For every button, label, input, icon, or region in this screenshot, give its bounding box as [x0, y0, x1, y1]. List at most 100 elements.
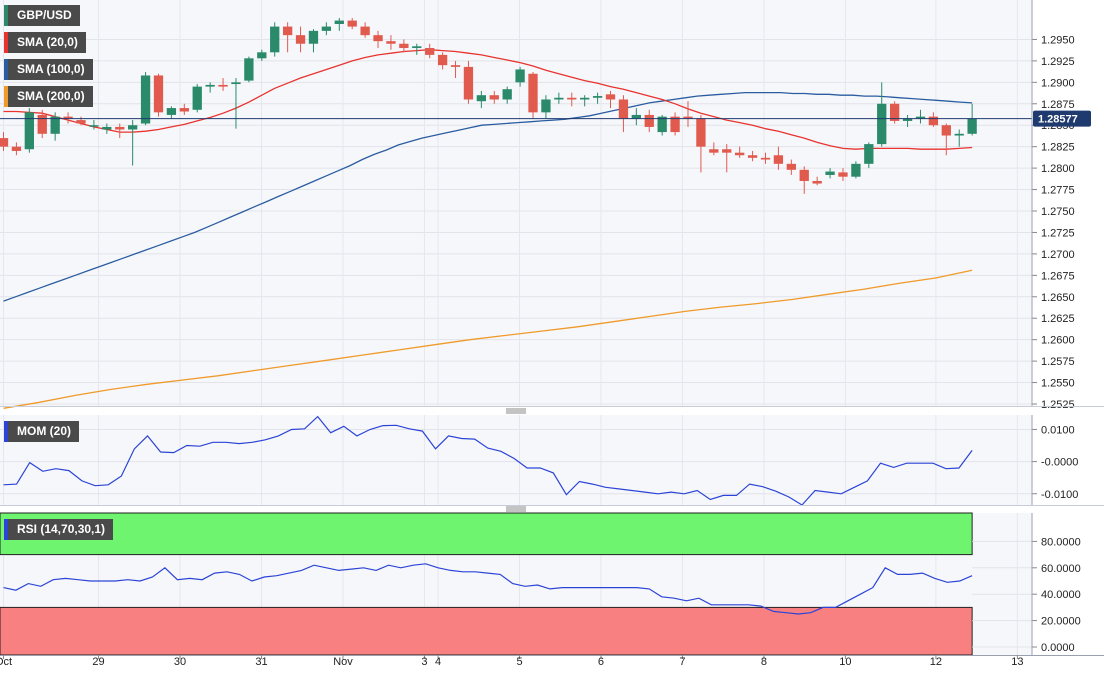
- candle-body: [115, 126, 125, 130]
- candle-body: [502, 89, 512, 100]
- candle-body: [128, 125, 138, 130]
- x-tick-label: 13: [1011, 656, 1023, 668]
- candle-body: [231, 82, 241, 85]
- candle-body: [24, 112, 34, 150]
- rsi-y-tick-label: 20.0000: [1041, 616, 1081, 628]
- candle-body: [889, 103, 900, 121]
- price-y-tick-label: 1.2875: [1041, 99, 1075, 111]
- candle-body: [735, 152, 745, 156]
- candle-body: [321, 26, 332, 31]
- price-y-tick-label: 1.2575: [1041, 356, 1075, 368]
- candle-body: [670, 116, 680, 133]
- x-tick-label: 5: [516, 656, 522, 668]
- candle-body: [696, 118, 706, 147]
- mom-y-tick-label: -0.0000: [1041, 457, 1078, 469]
- candle-body: [425, 48, 435, 55]
- candle-body: [50, 116, 60, 134]
- candle-body: [11, 146, 22, 151]
- sma200-line: [3, 269, 973, 409]
- candle-body: [386, 41, 396, 44]
- price-y-tick-label: 1.2750: [1041, 206, 1075, 218]
- price-panel-bg: [0, 0, 1032, 406]
- price-y-tick-label: 1.2625: [1041, 313, 1075, 325]
- candle-body: [683, 116, 693, 119]
- candle-body: [205, 84, 215, 87]
- price-y-tick-label: 1.2900: [1041, 77, 1075, 89]
- rsi-y-tick-label: 60.0000: [1041, 563, 1081, 575]
- candle-body: [747, 155, 758, 158]
- legend-sma100: SMA (100,0): [4, 59, 93, 80]
- candle-body: [166, 108, 177, 115]
- candle-body: [192, 86, 202, 110]
- legend-swatch-sma200: [4, 86, 8, 107]
- legend-swatch-gbpusd: [4, 5, 8, 26]
- legend-sma100-label: SMA (100,0): [17, 62, 85, 76]
- legend-sma200-label: SMA (200,0): [17, 89, 85, 103]
- candle-body: [967, 118, 977, 134]
- price-y-tick-label: 1.2650: [1041, 292, 1075, 304]
- rsi-overbought-zone: [0, 512, 973, 556]
- candle-body: [140, 75, 151, 124]
- candle-body: [592, 96, 603, 98]
- candle-body: [437, 54, 448, 66]
- legend-sma200: SMA (200,0): [4, 86, 93, 107]
- candle-body: [851, 163, 861, 177]
- mom-y-tick-label: -0.0100: [1041, 489, 1078, 501]
- candle-body: [941, 125, 951, 136]
- candle-body: [541, 99, 551, 113]
- candle-body: [954, 133, 964, 136]
- candle-body: [773, 155, 784, 164]
- legend-swatch-sma100: [4, 59, 8, 80]
- candle-body: [76, 120, 86, 124]
- candle-body: [476, 95, 487, 102]
- sma100-line: [3, 91, 973, 302]
- x-tick-label: 30: [174, 656, 186, 668]
- price-y-tick-label: 1.2950: [1041, 34, 1075, 46]
- price-y-tick-label: 1.2725: [1041, 227, 1075, 239]
- x-tick-label: 29: [92, 656, 104, 668]
- price-y-tick-label: 1.2600: [1041, 335, 1075, 347]
- x-tick-label: 10: [839, 656, 851, 668]
- candle-body: [515, 69, 525, 83]
- candle-body: [244, 58, 254, 81]
- price-y-tick-label: 1.2700: [1041, 249, 1075, 261]
- candle-body: [825, 171, 835, 175]
- candle-body: [915, 116, 926, 119]
- candle-body: [463, 66, 474, 100]
- candle-body: [282, 26, 293, 36]
- rsi-y-tick-label: 80.0000: [1041, 536, 1081, 548]
- x-tick-label: 8: [761, 656, 767, 668]
- candle-body: [489, 95, 499, 100]
- price-y-tick-label: 1.2525: [1041, 399, 1075, 411]
- candle-body: [399, 43, 409, 49]
- x-tick-label: 6: [598, 656, 604, 668]
- sma20-line: [3, 49, 973, 150]
- mom-line: [3, 415, 973, 506]
- candle-body: [799, 169, 809, 181]
- legend-mom-label: MOM (20): [17, 424, 71, 438]
- candle-body: [0, 138, 9, 147]
- candle-body: [360, 26, 370, 36]
- candle-body: [308, 30, 319, 44]
- rsi-y-tick-label: 40.0000: [1041, 589, 1081, 601]
- mom-y-tick-label: 0.0100: [1041, 424, 1075, 436]
- candle-body: [63, 116, 73, 119]
- candle-body: [334, 20, 344, 25]
- legend-mom: MOM (20): [4, 421, 79, 442]
- x-tick-label: 7: [679, 656, 685, 668]
- candle-body: [567, 97, 577, 100]
- legend-sma20: SMA (20,0): [4, 32, 86, 53]
- candle-body: [373, 35, 383, 42]
- candle-body: [412, 46, 422, 49]
- candle-body: [218, 84, 228, 87]
- rsi-line: [3, 563, 973, 615]
- candle-body: [580, 97, 590, 100]
- x-tick-label: 31: [255, 656, 267, 668]
- x-tick-label: Nov: [333, 656, 353, 668]
- candle-body: [838, 172, 848, 177]
- candle-body: [295, 35, 306, 44]
- legend-sma20-label: SMA (20,0): [17, 35, 78, 49]
- candle-body: [760, 157, 771, 160]
- candle-body: [528, 73, 538, 113]
